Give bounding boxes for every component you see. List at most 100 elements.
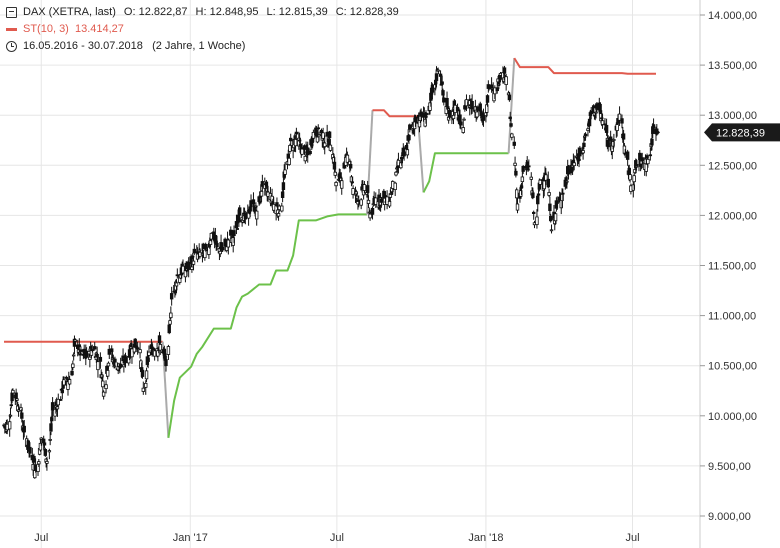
candle-body-up [615, 124, 619, 131]
candle-body-up [303, 155, 307, 162]
candle-body-up [387, 200, 392, 207]
candle-body-up [542, 180, 546, 190]
candle-body-up [405, 149, 410, 156]
y-tick-label: 10.500,00 [708, 361, 757, 373]
candle-body-down [235, 228, 239, 230]
x-axis: Jul Jan '17 Jul Jan '18 Jul [34, 532, 639, 544]
candle-body-up [345, 154, 350, 163]
candle-body-up [8, 414, 13, 417]
candle-body-up [208, 240, 213, 245]
last-value-label: 12.828,39 [716, 127, 765, 139]
candle-body-down [621, 133, 626, 140]
clock-icon [6, 41, 17, 52]
candle-body-up [359, 199, 363, 206]
y-tick-label: 13.500,00 [708, 60, 757, 72]
candle-body-up [644, 163, 648, 172]
candle-body-up [485, 104, 489, 113]
candle-body-down [50, 402, 55, 411]
candle-body-down [495, 87, 499, 92]
close-label: C: [335, 6, 347, 18]
candle-body-down [531, 211, 536, 214]
candle-body-up [37, 461, 41, 465]
candle-body-down [459, 121, 463, 126]
low-label: L: [266, 6, 276, 18]
candle-body-up [504, 76, 508, 85]
candle-body-down [485, 95, 490, 103]
candle-body-down [549, 215, 553, 222]
candle-body-up [48, 438, 52, 441]
candle-body-down [237, 207, 242, 216]
candle-body-up [293, 138, 298, 147]
candle-body-down [582, 142, 586, 148]
candle-body-down [455, 106, 460, 112]
candle-body-up [169, 312, 173, 319]
candle-body-up [514, 189, 519, 199]
candle-body-down [42, 442, 47, 446]
y-axis: 9.000,00 9.500,00 10.000,00 10.500,00 11.000… [700, 10, 757, 523]
candle-body-up [617, 113, 622, 121]
candle-body-up [462, 118, 466, 121]
candle-body-up [368, 213, 372, 219]
candle-body-up [547, 192, 551, 196]
candle-body-up [340, 180, 344, 189]
candle-body-up [62, 379, 66, 386]
candle-body-down [192, 248, 197, 254]
candle-body-down [604, 124, 609, 133]
candle-body-up [529, 176, 533, 180]
candle-body-down [379, 198, 384, 203]
candle-body-down [440, 81, 444, 85]
high-label: H: [195, 6, 207, 18]
candle-body-down [110, 348, 114, 352]
candle-body-down [608, 136, 613, 141]
candle-body-up [168, 320, 172, 325]
candle-body-up [283, 169, 287, 175]
candle-body-up [451, 114, 456, 120]
symbol-name: DAX (XETRA, last) [23, 6, 116, 18]
candle-body-down [407, 134, 411, 141]
candle-body-down [514, 170, 518, 176]
candle-body-down [98, 356, 103, 362]
candle-body-down [640, 157, 644, 162]
candle-body-up [276, 213, 281, 217]
candle-body-down [370, 207, 375, 215]
candle-body-up [191, 260, 196, 265]
legend-indicator-row: ST(10, 3) 13.414,27 [6, 21, 399, 38]
candle-body-up [15, 398, 19, 401]
candle-body-up [634, 165, 639, 168]
candle-body-down [350, 181, 354, 184]
candle-body-down [22, 425, 26, 433]
candle-body-down [365, 185, 370, 193]
candle-body-down [28, 446, 32, 454]
candle-body-up [141, 387, 146, 392]
candle-body-up [520, 176, 525, 183]
candle-body-up [88, 356, 92, 360]
candle-body-down [93, 346, 97, 350]
collapse-icon[interactable] [6, 7, 17, 18]
candle-body-down [425, 113, 429, 115]
candle-body-up [393, 182, 397, 190]
candle-body-up [366, 199, 371, 204]
candle-body-down [648, 154, 653, 157]
candle-body-down [430, 84, 435, 93]
candle-body-down [458, 114, 462, 122]
candle-body-down [243, 213, 248, 220]
candle-body-up [207, 246, 211, 255]
candle-body-down [555, 200, 559, 204]
candles-series [2, 65, 659, 479]
y-tick-label: 11.500,00 [708, 261, 756, 273]
candle-body-up [130, 348, 134, 358]
candle-body-up [436, 69, 440, 72]
candle-body-up [581, 150, 585, 154]
candle-body-up [600, 120, 605, 125]
candle-body-up [475, 111, 479, 118]
candle-body-down [413, 116, 418, 123]
candle-body-down [58, 399, 63, 401]
candle-body-up [226, 239, 231, 248]
candle-body-up [362, 184, 367, 191]
candle-body-up [538, 179, 542, 185]
candle-body-down [546, 178, 550, 188]
candle-body-down [20, 412, 24, 419]
candle-body-up [565, 180, 569, 183]
candle-body-down [175, 274, 180, 277]
